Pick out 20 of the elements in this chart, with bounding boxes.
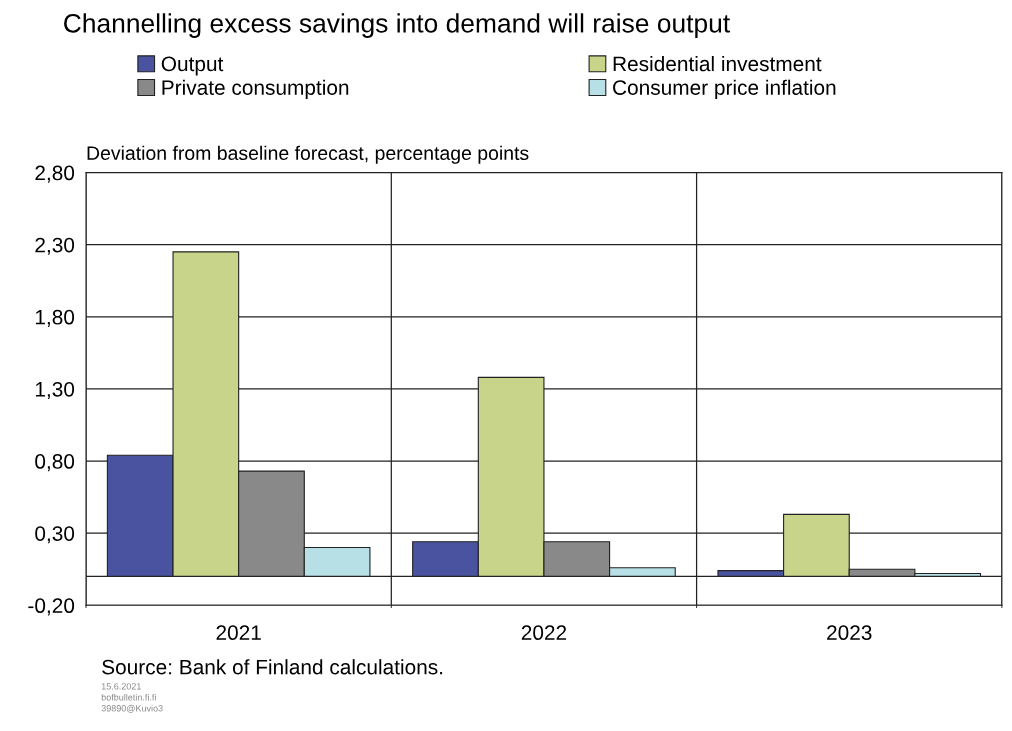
text: bofbulletin.fi.fi bbox=[101, 693, 156, 701]
y-axis-title: Deviation from baseline forecast, percentage points bbox=[87, 145, 529, 164]
y-tick-label: 0,30 bbox=[35, 526, 75, 544]
y-tick-label: 0,80 bbox=[35, 454, 75, 472]
x-tick-label: 2021 bbox=[216, 625, 261, 641]
text: 15.6.2021 bbox=[101, 683, 141, 690]
legend-label: Consumer price inflation bbox=[613, 79, 836, 100]
chart-title: Channelling excess savings into demand will raise output bbox=[64, 13, 730, 38]
source-note: Source: Bank of Finland calculations. bbox=[102, 659, 443, 675]
text: 39890@Kuvio3 bbox=[101, 704, 163, 713]
y-tick-label: 1,30 bbox=[35, 381, 75, 400]
y-tick-label: -0,20 bbox=[28, 598, 75, 616]
x-tick-label: 2022 bbox=[521, 625, 567, 641]
legend-label: Output bbox=[161, 56, 224, 76]
y-tick-label: 1,80 bbox=[35, 309, 75, 327]
x-tick-label: 2023 bbox=[827, 625, 872, 641]
y-tick-label: 2,80 bbox=[35, 165, 75, 183]
legend-label: Private consumption bbox=[162, 79, 349, 100]
legend-label: Residential investment bbox=[613, 55, 822, 72]
y-tick-label: 2,30 bbox=[35, 237, 75, 255]
